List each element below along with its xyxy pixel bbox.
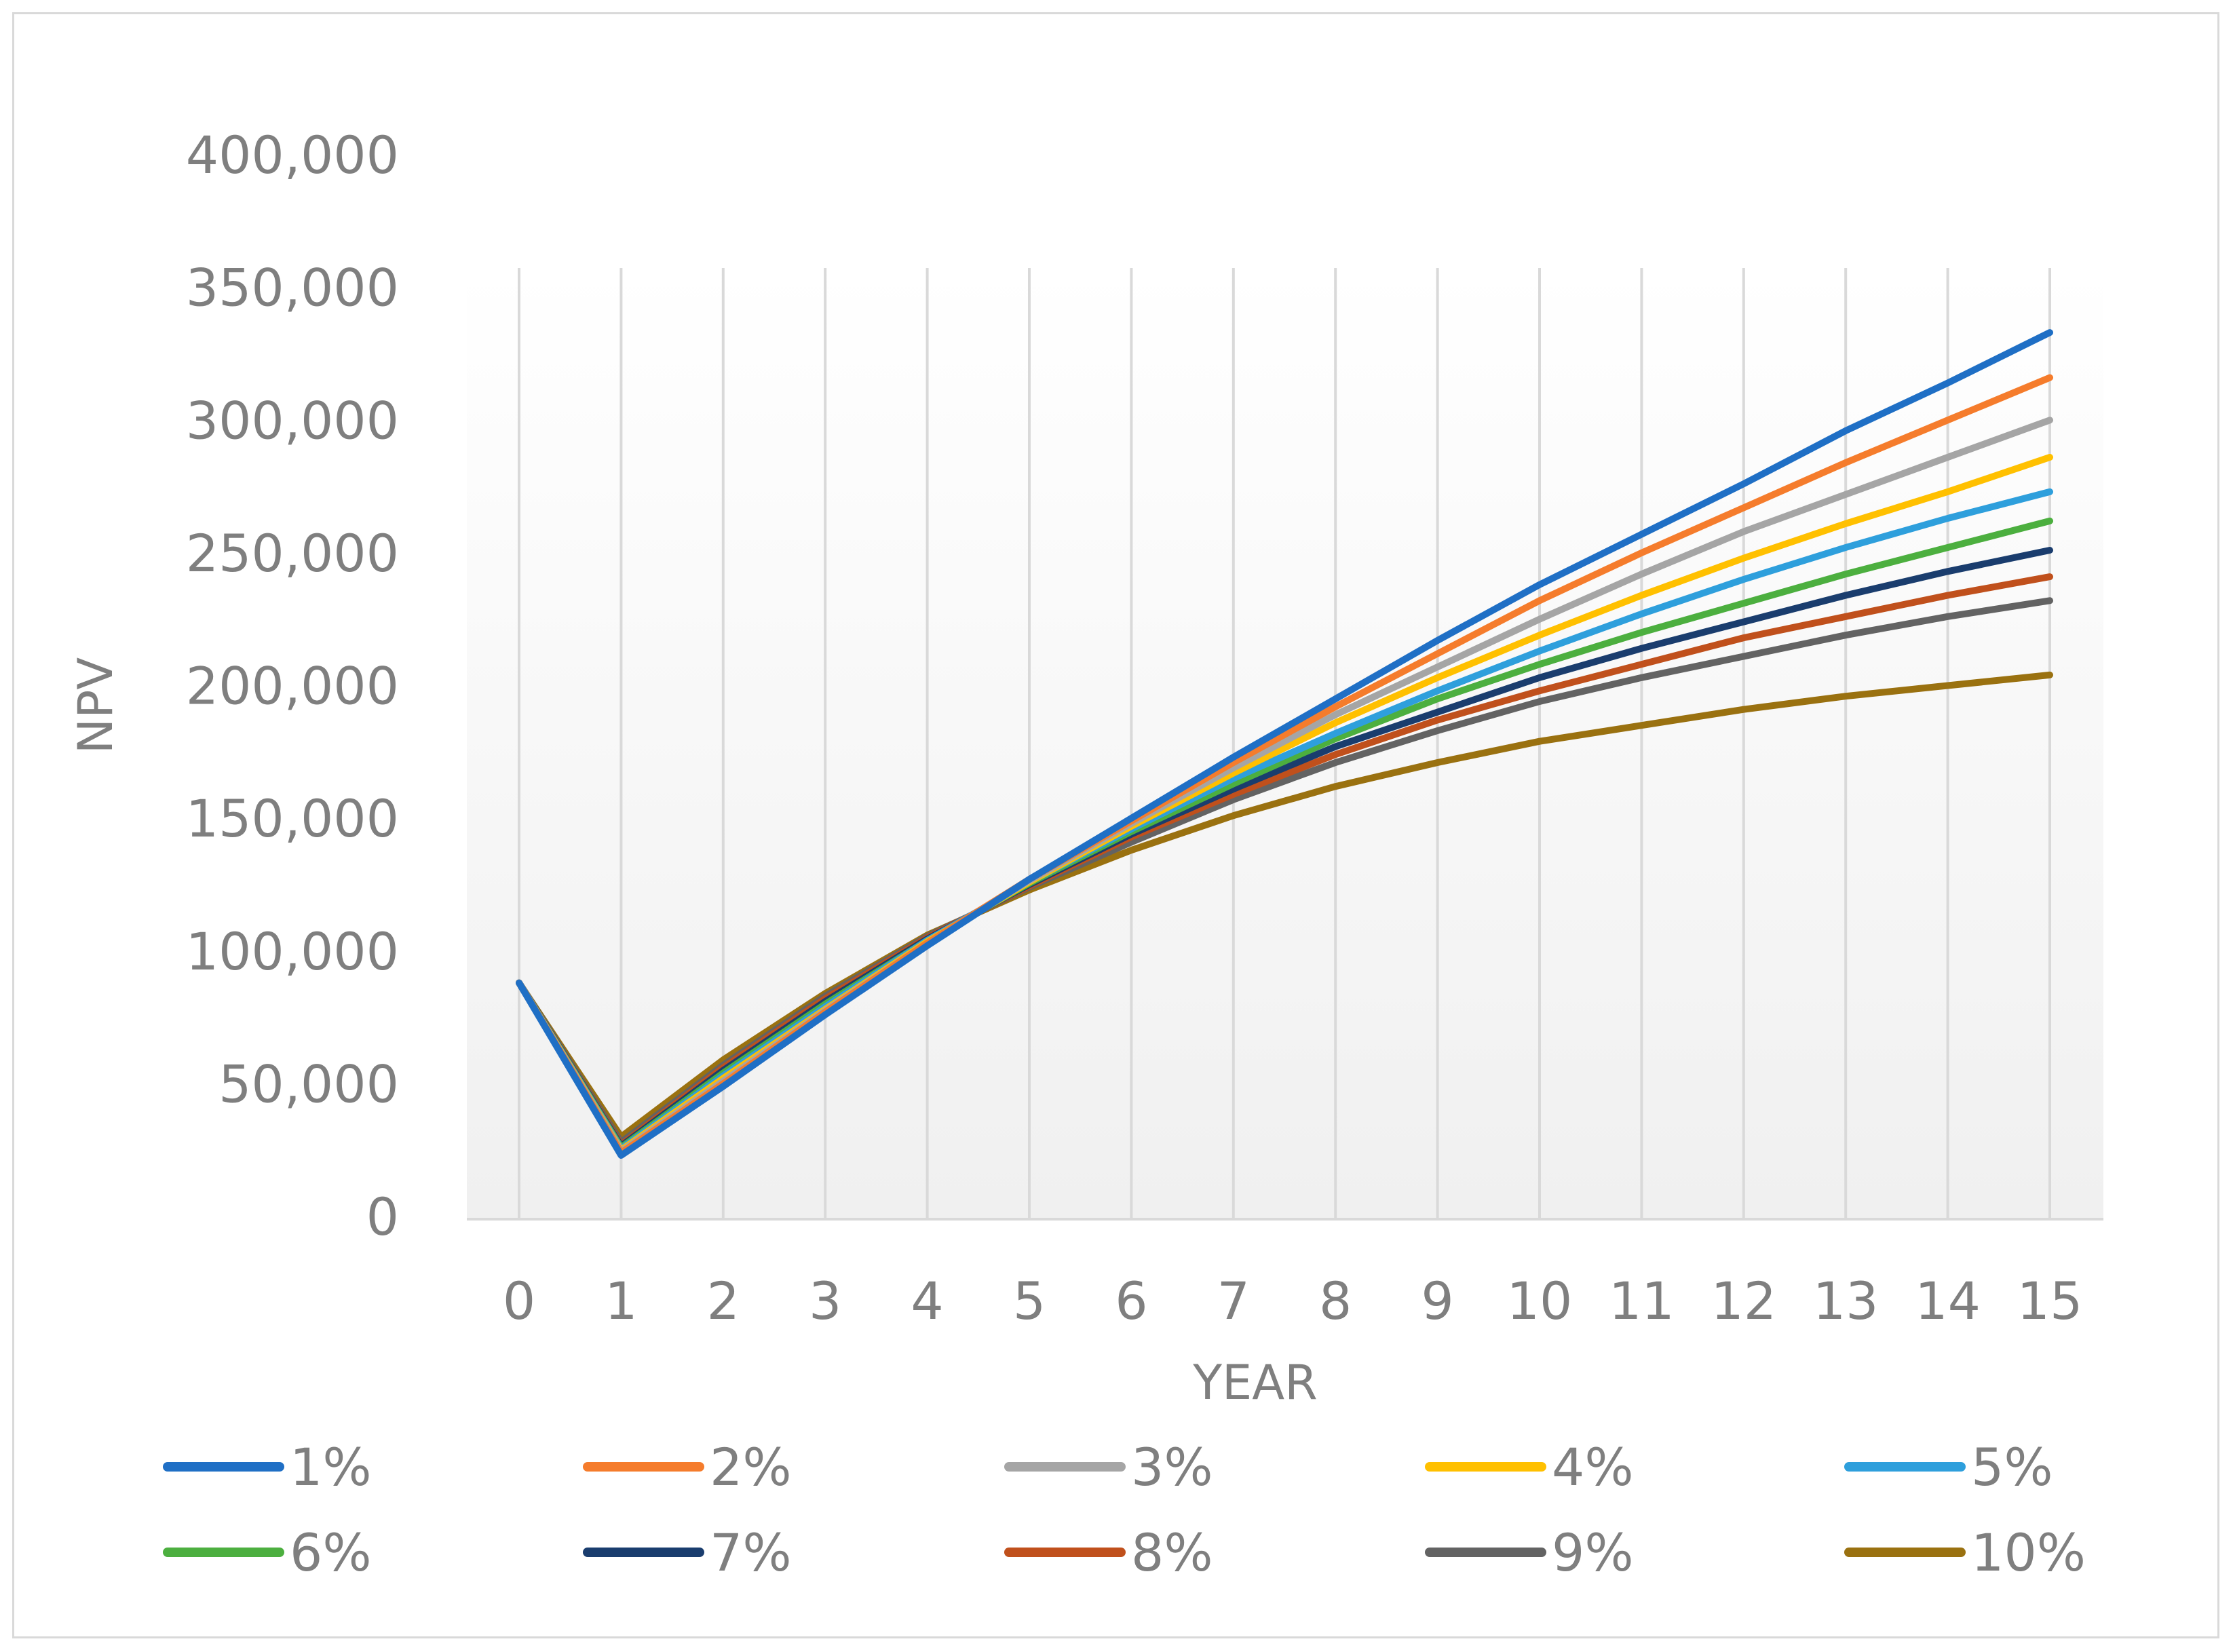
legend: 1% 2% 3% 4% 5% 6% 7% 8% 9% 10% [168,1437,2086,1583]
x-tick-label: 4 [911,1271,943,1331]
y-tick-label: 50,000 [218,1054,399,1114]
y-tick-label: 0 [366,1187,399,1247]
legend-label-3pct: 3% [1131,1437,1213,1497]
legend-label-6pct: 6% [290,1522,372,1583]
y-axis-tick-labels: 0 50,000 100,000 150,000 200,000 250,000 300,0… [186,125,399,1247]
x-tick-label: 8 [1319,1271,1352,1331]
x-tick-label: 1 [605,1271,637,1331]
legend-label-10pct: 10% [1971,1522,2086,1583]
y-tick-label: 400,000 [186,125,399,185]
y-tick-label: 350,000 [186,258,399,318]
x-axis-title: YEAR [1192,1355,1318,1410]
x-tick-label: 3 [809,1271,841,1331]
line-chart: 0 50,000 100,000 150,000 200,000 250,000 300,0… [0,0,2233,1652]
y-tick-label: 200,000 [186,656,399,716]
x-axis-tick-labels: 0 1 2 3 4 5 6 7 8 9 10 11 12 13 14 15 [503,1271,2083,1331]
y-tick-label: 300,000 [186,390,399,450]
x-tick-label: 0 [503,1271,535,1331]
x-tick-label: 2 [707,1271,740,1331]
x-tick-label: 9 [1421,1271,1453,1331]
x-tick-label: 7 [1217,1271,1250,1331]
x-tick-label: 6 [1115,1271,1147,1331]
legend-label-2pct: 2% [710,1437,792,1497]
x-tick-label: 15 [2017,1271,2083,1331]
legend-label-7pct: 7% [710,1522,792,1583]
x-tick-label: 10 [1507,1271,1573,1331]
y-tick-label: 150,000 [186,788,399,849]
y-tick-label: 100,000 [186,921,399,982]
x-tick-label: 12 [1711,1271,1776,1331]
x-tick-label: 11 [1609,1271,1675,1331]
legend-label-1pct: 1% [290,1437,372,1497]
legend-label-9pct: 9% [1552,1522,1634,1583]
x-tick-label: 5 [1013,1271,1046,1331]
x-tick-label: 14 [1915,1271,1981,1331]
y-tick-label: 250,000 [186,523,399,583]
y-axis-title: NPV [68,657,123,754]
legend-label-4pct: 4% [1552,1437,1634,1497]
x-tick-label: 13 [1813,1271,1879,1331]
legend-label-8pct: 8% [1131,1522,1213,1583]
legend-label-5pct: 5% [1971,1437,2053,1497]
